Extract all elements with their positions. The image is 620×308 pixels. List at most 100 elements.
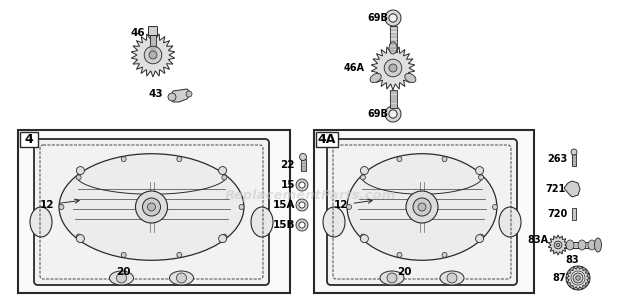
Text: 22: 22 [280,160,295,170]
Circle shape [476,167,484,175]
Text: 20: 20 [116,267,130,277]
Circle shape [360,235,368,243]
Wedge shape [296,179,308,191]
Ellipse shape [370,73,381,83]
Circle shape [571,271,585,285]
Circle shape [576,276,580,280]
Circle shape [148,203,156,211]
Ellipse shape [440,271,464,285]
Circle shape [219,167,226,175]
FancyBboxPatch shape [34,139,269,285]
Ellipse shape [389,42,397,54]
Circle shape [476,235,484,243]
Polygon shape [566,266,590,290]
Ellipse shape [323,207,345,237]
Circle shape [76,235,84,243]
Text: 721: 721 [546,184,566,194]
Circle shape [186,91,192,97]
Text: 46A: 46A [344,63,365,73]
Bar [314,130,534,293]
Circle shape [177,157,182,162]
Wedge shape [296,199,308,211]
Wedge shape [385,106,401,122]
Ellipse shape [347,154,497,260]
Circle shape [397,157,402,162]
Ellipse shape [30,207,52,237]
Ellipse shape [405,73,416,83]
Ellipse shape [59,154,244,260]
Text: 87: 87 [552,273,566,283]
Circle shape [384,59,402,77]
Text: 720: 720 [547,209,568,219]
Circle shape [406,191,438,223]
Circle shape [222,234,227,239]
Circle shape [389,110,397,118]
Circle shape [299,153,306,160]
Text: 12: 12 [40,199,79,210]
Circle shape [573,273,583,283]
Polygon shape [131,33,175,77]
Polygon shape [389,90,397,108]
Circle shape [556,243,560,247]
Ellipse shape [251,207,273,237]
Text: 46: 46 [130,28,145,38]
Circle shape [347,205,352,209]
Circle shape [59,205,64,209]
Bar [18,130,290,293]
Text: 20: 20 [397,267,411,277]
Circle shape [387,273,397,283]
FancyBboxPatch shape [149,26,157,35]
Circle shape [479,175,484,180]
Text: 4A: 4A [318,133,336,146]
Polygon shape [150,35,156,51]
Text: 15B: 15B [273,220,295,230]
Polygon shape [572,208,576,220]
Ellipse shape [110,271,133,285]
Ellipse shape [499,207,521,237]
FancyBboxPatch shape [20,132,38,147]
Circle shape [389,14,397,22]
Circle shape [144,46,162,64]
Polygon shape [565,242,598,248]
Text: 15: 15 [280,180,295,190]
Ellipse shape [588,240,596,250]
Circle shape [492,205,497,209]
Text: 69B: 69B [367,13,388,23]
Text: 69B: 69B [367,109,388,119]
Circle shape [413,198,431,216]
Polygon shape [389,26,397,52]
Circle shape [143,198,161,216]
Text: 83: 83 [565,255,579,265]
Ellipse shape [578,240,586,250]
Circle shape [149,51,157,59]
Polygon shape [371,46,415,90]
Wedge shape [566,266,590,290]
Circle shape [397,252,402,257]
Ellipse shape [595,238,601,252]
Circle shape [360,234,365,239]
Polygon shape [572,154,576,166]
Circle shape [389,64,397,72]
Text: 263: 263 [547,154,568,164]
Circle shape [479,234,484,239]
Circle shape [554,241,562,249]
Circle shape [360,175,365,180]
Circle shape [418,203,426,211]
Circle shape [121,157,126,162]
Polygon shape [170,89,191,102]
Ellipse shape [566,240,574,250]
FancyBboxPatch shape [327,139,517,285]
Text: ReplacementParts.com: ReplacementParts.com [224,188,396,201]
Polygon shape [548,235,568,255]
Circle shape [117,273,126,283]
Circle shape [239,205,244,209]
Wedge shape [385,10,401,26]
Circle shape [76,175,81,180]
Circle shape [121,252,126,257]
Circle shape [177,252,182,257]
Circle shape [222,175,227,180]
Circle shape [136,191,167,223]
Circle shape [76,234,81,239]
Text: 4: 4 [25,133,33,146]
Wedge shape [296,219,308,231]
